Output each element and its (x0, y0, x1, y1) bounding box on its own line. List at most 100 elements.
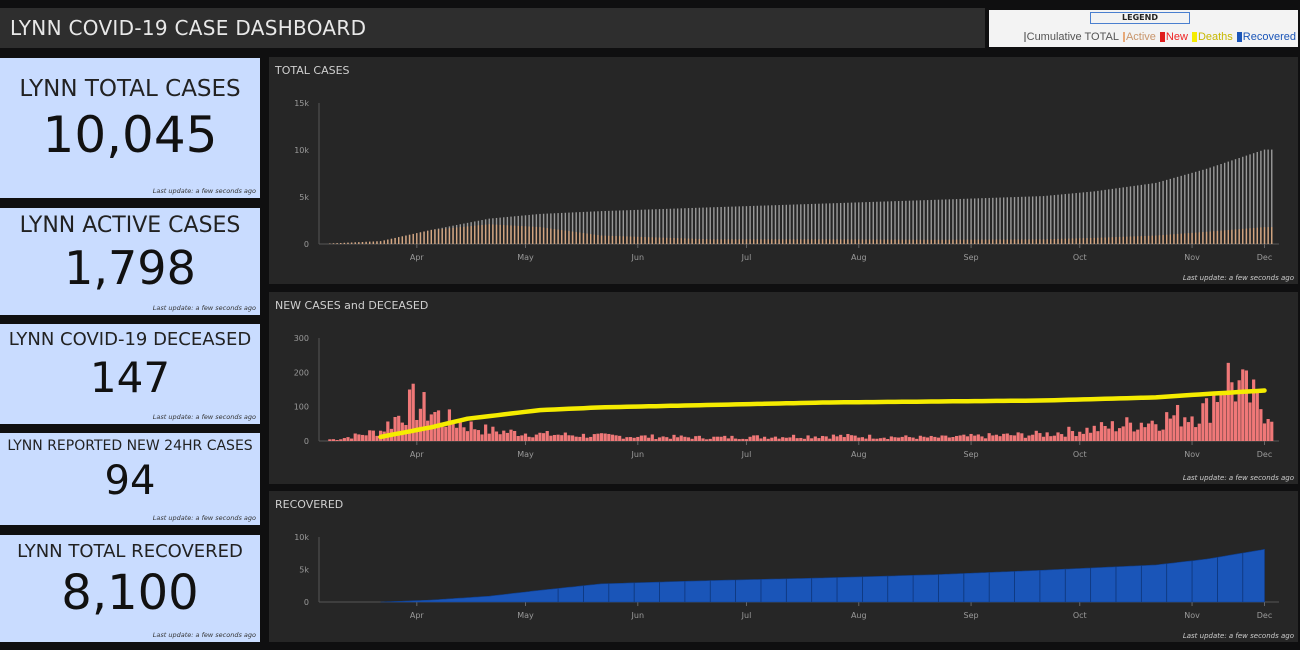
new-case-bar (1107, 428, 1111, 441)
new-case-bar (527, 436, 531, 441)
legend-label-deaths: Deaths (1197, 31, 1233, 43)
new-case-bar (878, 438, 883, 441)
new-case-bar (668, 438, 672, 441)
new-case-bar (904, 435, 908, 441)
new-case-bar (857, 437, 861, 441)
legend-item-recovered: Recovered (1236, 31, 1296, 43)
new-case-bar (987, 433, 991, 441)
new-case-bar (762, 436, 767, 441)
new-case-bar (407, 389, 412, 441)
new-case-bar (846, 433, 850, 441)
new-case-bar (1132, 431, 1136, 441)
new-case-bar (1168, 418, 1172, 441)
new-case-bar (494, 431, 499, 441)
y-tick-label: 0 (304, 240, 309, 249)
new-case-bar (1009, 435, 1013, 441)
card-label: LYNN TOTAL CASES (19, 76, 241, 102)
new-case-bar (683, 436, 687, 441)
new-case-bar (1223, 395, 1227, 441)
new-case-bar (734, 438, 738, 441)
x-tick-label: May (517, 450, 534, 459)
new-case-bar (788, 437, 792, 441)
x-tick-label: Sep (964, 253, 979, 262)
new-case-bar (954, 435, 959, 441)
new-case-bar (411, 383, 415, 441)
new-case-bar (1096, 431, 1100, 441)
new-case-bar (440, 422, 444, 441)
legend-item-active: Active (1122, 31, 1156, 43)
new-case-bar (458, 422, 462, 441)
panel-title: NEW CASES and DECEASED (275, 299, 429, 312)
y-tick-label: 300 (294, 334, 309, 343)
new-case-bar (556, 434, 560, 441)
new-case-bar (1052, 435, 1056, 441)
new-case-bar (639, 435, 644, 441)
new-case-bar (748, 436, 752, 441)
page-title: LYNN COVID-19 CASE DASHBOARD (10, 16, 367, 40)
new-case-bar (1226, 362, 1230, 441)
panel-update-text: Last update: a few seconds ago (1182, 474, 1294, 482)
new-case-bar (944, 435, 948, 441)
new-case-bar (657, 437, 662, 441)
new-case-bar (549, 435, 553, 441)
new-case-bar (705, 439, 709, 441)
x-tick-label: Dec (1257, 253, 1272, 262)
new-case-bar (965, 436, 970, 441)
card-value: 10,045 (42, 106, 218, 164)
new-case-bar (1114, 431, 1118, 441)
new-case-bar (469, 421, 473, 441)
new-case-bar (835, 436, 839, 441)
new-case-bar (679, 435, 683, 441)
new-case-bar (1146, 423, 1151, 441)
panel-update-text: Last update: a few seconds ago (1182, 274, 1294, 282)
new-case-bar (1023, 437, 1028, 441)
new-case-bar (331, 439, 336, 441)
new-case-bar (712, 436, 716, 441)
new-case-bar (1049, 436, 1053, 441)
new-case-bar (516, 436, 520, 441)
card-value: 94 (104, 458, 156, 504)
new-case-bar (1034, 430, 1038, 441)
new-case-bar (574, 436, 578, 441)
new-case-bar (694, 436, 698, 441)
new-case-bar (810, 438, 814, 441)
x-tick-label: Aug (851, 450, 867, 459)
new-case-bar (976, 434, 980, 441)
x-tick-label: Jun (631, 253, 645, 262)
new-case-bar (849, 435, 854, 441)
new-case-bar (335, 440, 339, 441)
new-case-bar (1212, 394, 1216, 441)
new-case-bar (1241, 369, 1245, 441)
new-case-bar (1067, 426, 1071, 441)
x-tick-label: Apr (410, 611, 425, 620)
new-case-bar (1081, 433, 1085, 441)
new-case-bar (723, 435, 727, 441)
new-case-bar (998, 436, 1002, 441)
new-case-bar (520, 435, 524, 441)
new-case-bar (951, 437, 955, 441)
x-tick-label: Dec (1257, 450, 1272, 459)
new-case-bar (614, 435, 618, 441)
new-case-bar (1172, 415, 1176, 441)
new-case-bar (1197, 423, 1201, 441)
new-case-bar (563, 432, 567, 441)
x-tick-label: Nov (1184, 611, 1200, 620)
card-new-24hr-cases: LYNN REPORTED NEW 24HR CASES 94 Last upd… (0, 433, 260, 525)
deaths-line (378, 388, 1267, 440)
new-case-bar (882, 437, 886, 441)
new-case-bar (1259, 409, 1263, 441)
new-case-bar (1056, 432, 1060, 441)
new-case-bar (701, 438, 705, 441)
new-case-bar (983, 438, 988, 441)
recovered-area (380, 548, 1265, 603)
card-active-cases: LYNN ACTIVE CASES 1,798 Last update: a f… (0, 208, 260, 315)
new-case-bar (661, 436, 665, 441)
new-case-bar (451, 422, 455, 441)
new-case-bar (1143, 427, 1147, 441)
new-case-bar (715, 436, 720, 441)
card-deceased: LYNN COVID-19 DECEASED 147 Last update: … (0, 324, 260, 424)
new-case-bar (759, 438, 763, 441)
new-cases-deceased-chart: 0 100 200 300 Apr May Jun Jul Aug Sep Oct Nov Dec (294, 334, 1279, 459)
legend-swatch-active (1122, 32, 1125, 42)
card-total-recovered: LYNN TOTAL RECOVERED 8,100 Last update: … (0, 535, 260, 642)
